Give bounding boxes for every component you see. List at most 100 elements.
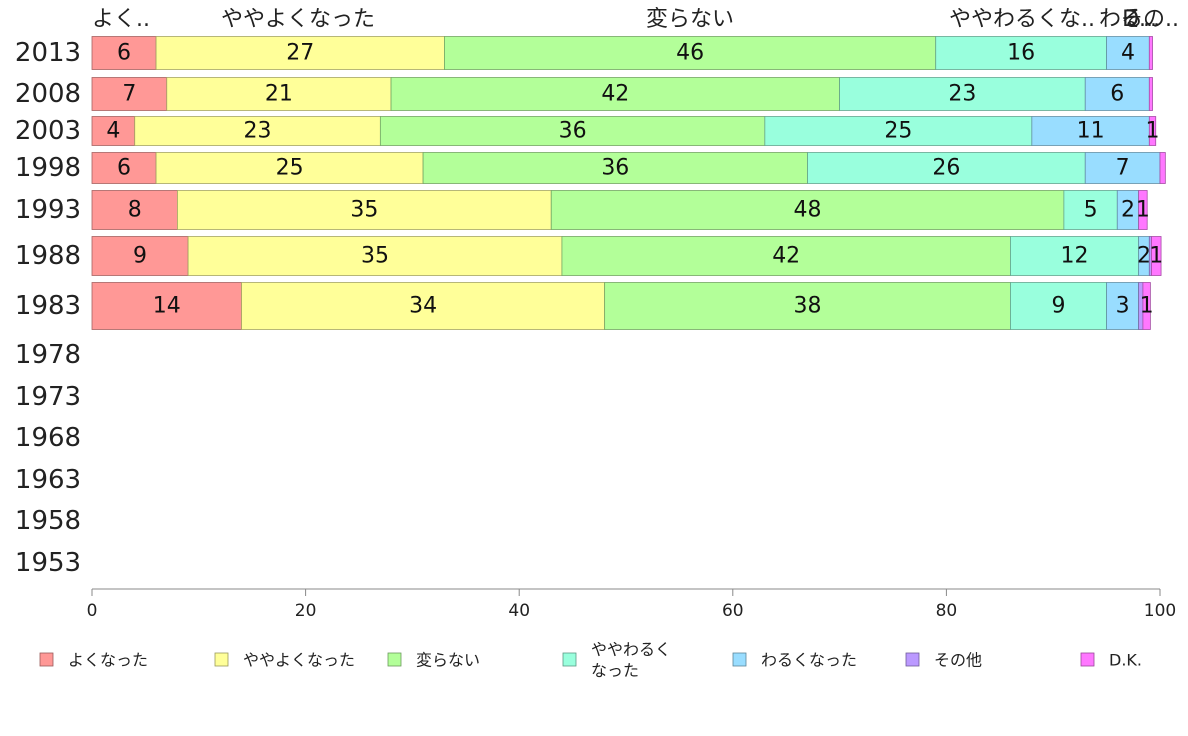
year-tick-label: 2013 — [15, 38, 81, 68]
bar-segment — [91, 152, 157, 184]
data-label: 16 — [1007, 41, 1035, 66]
top-category-label: よく.. — [92, 7, 150, 32]
data-label: 25 — [884, 119, 912, 144]
legend-label: なった — [591, 661, 639, 680]
bar-segment — [1148, 116, 1157, 146]
legend-label: D.K. — [1109, 651, 1142, 670]
bar-segment — [1138, 190, 1148, 230]
year-tick-label: 1993 — [15, 195, 81, 225]
x-tick-label: 20 — [295, 601, 317, 621]
legend-swatch — [905, 652, 920, 667]
bar-segment — [1010, 282, 1107, 330]
legend-label: よくなった — [68, 651, 148, 670]
x-tick-label: 100 — [1144, 601, 1176, 621]
bar-segment — [91, 282, 242, 330]
bar-segment — [1148, 77, 1153, 111]
bar-segment — [1142, 282, 1151, 330]
year-tick-label: 2003 — [15, 116, 81, 146]
data-label: 9 — [1052, 294, 1066, 319]
bar-segment — [91, 190, 178, 230]
bar-segment — [1106, 36, 1150, 70]
bar-segment — [839, 77, 1086, 111]
data-label: 1 — [1149, 244, 1163, 269]
legend-label: 変らない — [416, 651, 480, 670]
legend-swatch — [214, 652, 229, 667]
data-label: 42 — [601, 82, 629, 107]
x-tick-label: 60 — [722, 601, 744, 621]
data-label: 1 — [1136, 198, 1150, 223]
data-label: 36 — [601, 156, 629, 181]
bar-segment — [91, 36, 157, 70]
bar-segment — [91, 236, 189, 276]
data-label: 6 — [1110, 82, 1124, 107]
data-label: 21 — [265, 82, 293, 107]
bar-segment — [1151, 236, 1162, 276]
bar-segment — [91, 116, 136, 146]
bar-segment — [550, 190, 1065, 230]
top-category-label: ややよくなった — [221, 7, 375, 32]
data-label: 6 — [117, 156, 131, 181]
x-tick-label: 80 — [936, 601, 958, 621]
year-tick-label: 1978 — [15, 340, 81, 370]
legend-label: わるくなった — [761, 651, 857, 670]
data-label: 12 — [1061, 244, 1089, 269]
top-category-label: ややわるくな.. — [949, 7, 1095, 32]
bar-segment — [1159, 152, 1166, 184]
data-label: 35 — [350, 198, 378, 223]
data-label: 5 — [1084, 198, 1098, 223]
data-label: 9 — [133, 244, 147, 269]
data-label: 27 — [286, 41, 314, 66]
year-tick-label: 1968 — [15, 423, 81, 453]
data-label: 25 — [276, 156, 304, 181]
x-tick-label: 40 — [508, 601, 530, 621]
data-label: 46 — [676, 41, 704, 66]
bar-segment — [1106, 282, 1140, 330]
data-label: 7 — [1116, 156, 1130, 181]
year-tick-label: 2008 — [15, 79, 81, 109]
data-label: 38 — [794, 294, 822, 319]
year-tick-label: 1958 — [15, 506, 81, 536]
data-label: 3 — [1116, 294, 1130, 319]
legend-swatch — [39, 652, 54, 667]
year-tick-label: 1973 — [15, 382, 81, 412]
bar-segment — [1084, 77, 1150, 111]
bar-segment — [177, 190, 552, 230]
data-label: 36 — [559, 119, 587, 144]
bar-segment — [134, 116, 381, 146]
bar-segment — [187, 236, 563, 276]
data-label: 1 — [1146, 119, 1160, 144]
top-category-label: 変らない — [646, 7, 734, 32]
data-label: 26 — [932, 156, 960, 181]
legend-swatch — [1080, 652, 1095, 667]
data-label: 42 — [772, 244, 800, 269]
bar-segment — [91, 77, 168, 111]
year-tick-label: 1998 — [15, 153, 81, 183]
data-label: 8 — [128, 198, 142, 223]
year-tick-label: 1988 — [15, 241, 81, 271]
bar-segment — [604, 282, 1011, 330]
bar-segment — [422, 152, 808, 184]
legend-label: ややよくなった — [243, 651, 355, 670]
data-label: 11 — [1077, 119, 1105, 144]
bar-segment — [1148, 36, 1153, 70]
legend-label: その他 — [934, 651, 982, 670]
data-label: 6 — [117, 41, 131, 66]
data-label: 2 — [1121, 198, 1135, 223]
legend-label: ややわるく — [591, 640, 671, 659]
data-label: 23 — [244, 119, 272, 144]
data-label: 34 — [409, 294, 437, 319]
x-tick-label: 0 — [87, 601, 98, 621]
top-category-label: D... — [1122, 7, 1160, 32]
data-label: 1 — [1140, 294, 1154, 319]
year-tick-label: 1953 — [15, 548, 81, 578]
bar-segment — [390, 77, 841, 111]
data-label: 2 — [1137, 244, 1151, 269]
data-label: 7 — [122, 82, 136, 107]
top-category-label: わる.. — [1099, 7, 1157, 32]
bar-segment — [241, 282, 606, 330]
bar-segment — [166, 77, 392, 111]
bar-segment — [155, 152, 424, 184]
top-category-label: その.. — [1121, 7, 1179, 32]
data-label: 4 — [1121, 41, 1135, 66]
